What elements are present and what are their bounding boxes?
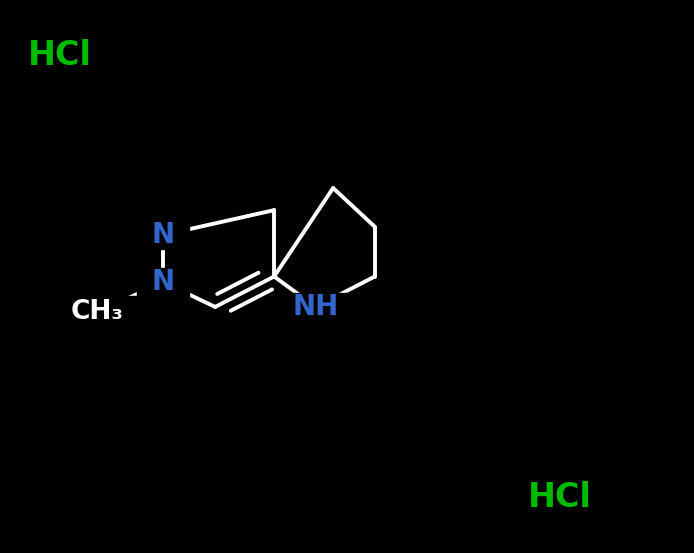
- Bar: [137, 221, 189, 249]
- Text: N: N: [151, 268, 175, 296]
- Text: HCl: HCl: [28, 39, 92, 72]
- Text: N: N: [151, 221, 175, 249]
- Bar: [52, 296, 142, 329]
- Text: CH₃: CH₃: [71, 299, 124, 326]
- Text: HCl: HCl: [527, 481, 591, 514]
- Bar: [278, 293, 354, 321]
- Bar: [137, 268, 189, 296]
- Text: NH: NH: [293, 293, 339, 321]
